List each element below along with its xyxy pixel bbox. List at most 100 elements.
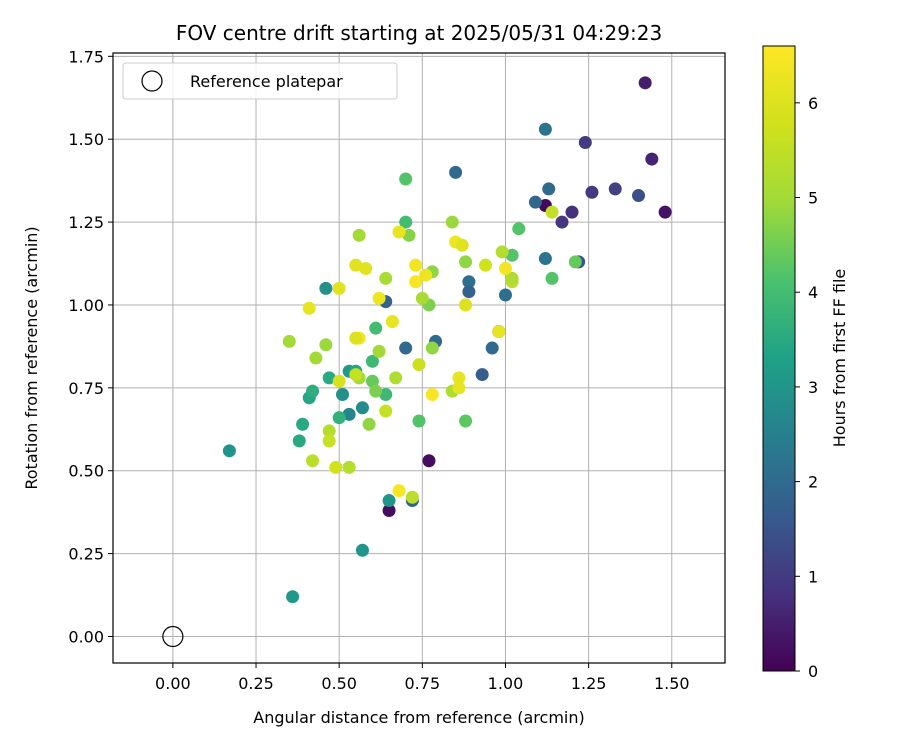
x-tick-label: 0.50 xyxy=(321,674,357,693)
data-point xyxy=(399,341,413,355)
data-point xyxy=(495,245,509,259)
data-point xyxy=(359,261,373,275)
data-point xyxy=(306,454,320,468)
data-point xyxy=(399,215,413,229)
data-point xyxy=(545,271,559,285)
x-tick-label: 1.50 xyxy=(654,674,690,693)
colorbar-ticks: 0 1 2 3 4 5 6 xyxy=(795,94,818,681)
data-point xyxy=(355,543,369,557)
data-point xyxy=(355,401,369,415)
data-point xyxy=(336,387,349,401)
reference-platepar-marker xyxy=(162,625,184,648)
y-axis-ticks: 0.00 0.25 0.50 0.75 1.00 1.25 1.50 1.75 xyxy=(68,47,113,646)
data-point xyxy=(309,351,323,365)
data-point xyxy=(379,387,393,401)
chart-title: FOV centre drift starting at 2025/05/31 … xyxy=(176,21,662,45)
data-point xyxy=(349,258,363,272)
reference-marker-group xyxy=(162,625,184,648)
data-point xyxy=(296,417,310,431)
data-point xyxy=(319,281,333,295)
data-point xyxy=(512,222,526,236)
data-point xyxy=(392,484,406,498)
data-point xyxy=(379,404,393,418)
y-tick-label: 0.25 xyxy=(68,545,104,564)
data-point xyxy=(419,268,433,282)
colorbar-tick-label: 0 xyxy=(808,662,818,681)
x-tick-label: 0.00 xyxy=(155,674,191,693)
y-tick-label: 1.50 xyxy=(68,130,104,149)
data-point xyxy=(608,182,622,196)
data-point xyxy=(459,298,473,312)
colorbar-tick-label: 4 xyxy=(808,283,818,302)
legend-entry-reference-platepar: Reference platepar xyxy=(190,72,343,91)
data-point xyxy=(538,252,552,266)
colorbar-tick-label: 3 xyxy=(808,378,818,397)
data-point xyxy=(538,122,552,136)
x-axis-ticks: 0.00 0.25 0.50 0.75 1.00 1.25 1.50 xyxy=(155,663,690,693)
colorbar-tick-label: 5 xyxy=(808,189,818,208)
data-point xyxy=(425,341,439,355)
data-point xyxy=(392,225,406,239)
data-point xyxy=(412,414,426,428)
data-point xyxy=(222,444,236,458)
data-point xyxy=(382,504,396,517)
data-point xyxy=(342,407,356,421)
y-tick-label: 1.25 xyxy=(68,213,104,232)
y-tick-label: 0.75 xyxy=(68,379,104,398)
data-points xyxy=(222,76,672,604)
data-point xyxy=(389,371,403,385)
plot-frame xyxy=(112,52,726,664)
data-point xyxy=(322,371,336,385)
data-point xyxy=(332,281,346,295)
x-tick-label: 0.75 xyxy=(405,674,441,693)
data-point xyxy=(645,152,659,166)
grid-lines xyxy=(113,53,725,663)
data-point xyxy=(455,238,469,252)
colorbar-gradient xyxy=(762,45,796,672)
data-point xyxy=(402,228,416,242)
data-point xyxy=(505,248,519,262)
data-point xyxy=(505,271,519,285)
data-point xyxy=(292,434,306,448)
data-point xyxy=(498,288,512,302)
data-point xyxy=(545,205,559,219)
data-point xyxy=(342,460,356,474)
data-point xyxy=(282,334,296,348)
data-point xyxy=(332,374,346,388)
legend-reference-marker xyxy=(141,70,163,92)
y-tick-label: 0.00 xyxy=(68,627,104,646)
data-point xyxy=(399,172,413,186)
y-tick-label: 0.50 xyxy=(68,462,104,481)
data-point xyxy=(405,490,419,504)
colorbar: 0 1 2 3 4 5 6 Hours from first FF file xyxy=(762,45,849,681)
data-point xyxy=(415,291,429,305)
data-point xyxy=(585,185,599,199)
data-point xyxy=(542,182,556,196)
data-point xyxy=(528,195,542,209)
data-point xyxy=(422,454,436,468)
y-axis-label: Rotation from reference (arcmin) xyxy=(22,226,41,489)
data-point xyxy=(409,258,423,272)
data-point xyxy=(425,387,439,401)
data-point xyxy=(286,590,300,604)
data-point xyxy=(479,258,493,272)
data-point xyxy=(568,255,582,269)
x-axis-label: Angular distance from reference (arcmin) xyxy=(253,708,584,727)
x-tick-label: 1.00 xyxy=(488,674,524,693)
data-point xyxy=(372,291,386,305)
colorbar-tick-label: 1 xyxy=(808,567,818,586)
data-point xyxy=(485,341,499,355)
y-tick-label: 1.75 xyxy=(68,47,104,66)
data-point xyxy=(638,76,652,90)
data-point xyxy=(349,331,363,345)
data-point xyxy=(492,324,506,338)
data-point xyxy=(369,384,383,398)
data-point xyxy=(332,411,346,425)
data-point xyxy=(498,261,512,275)
data-point xyxy=(412,358,426,372)
data-point xyxy=(452,371,466,385)
data-point xyxy=(385,315,399,329)
data-point xyxy=(475,368,489,382)
legend: Reference platepar xyxy=(122,62,398,100)
